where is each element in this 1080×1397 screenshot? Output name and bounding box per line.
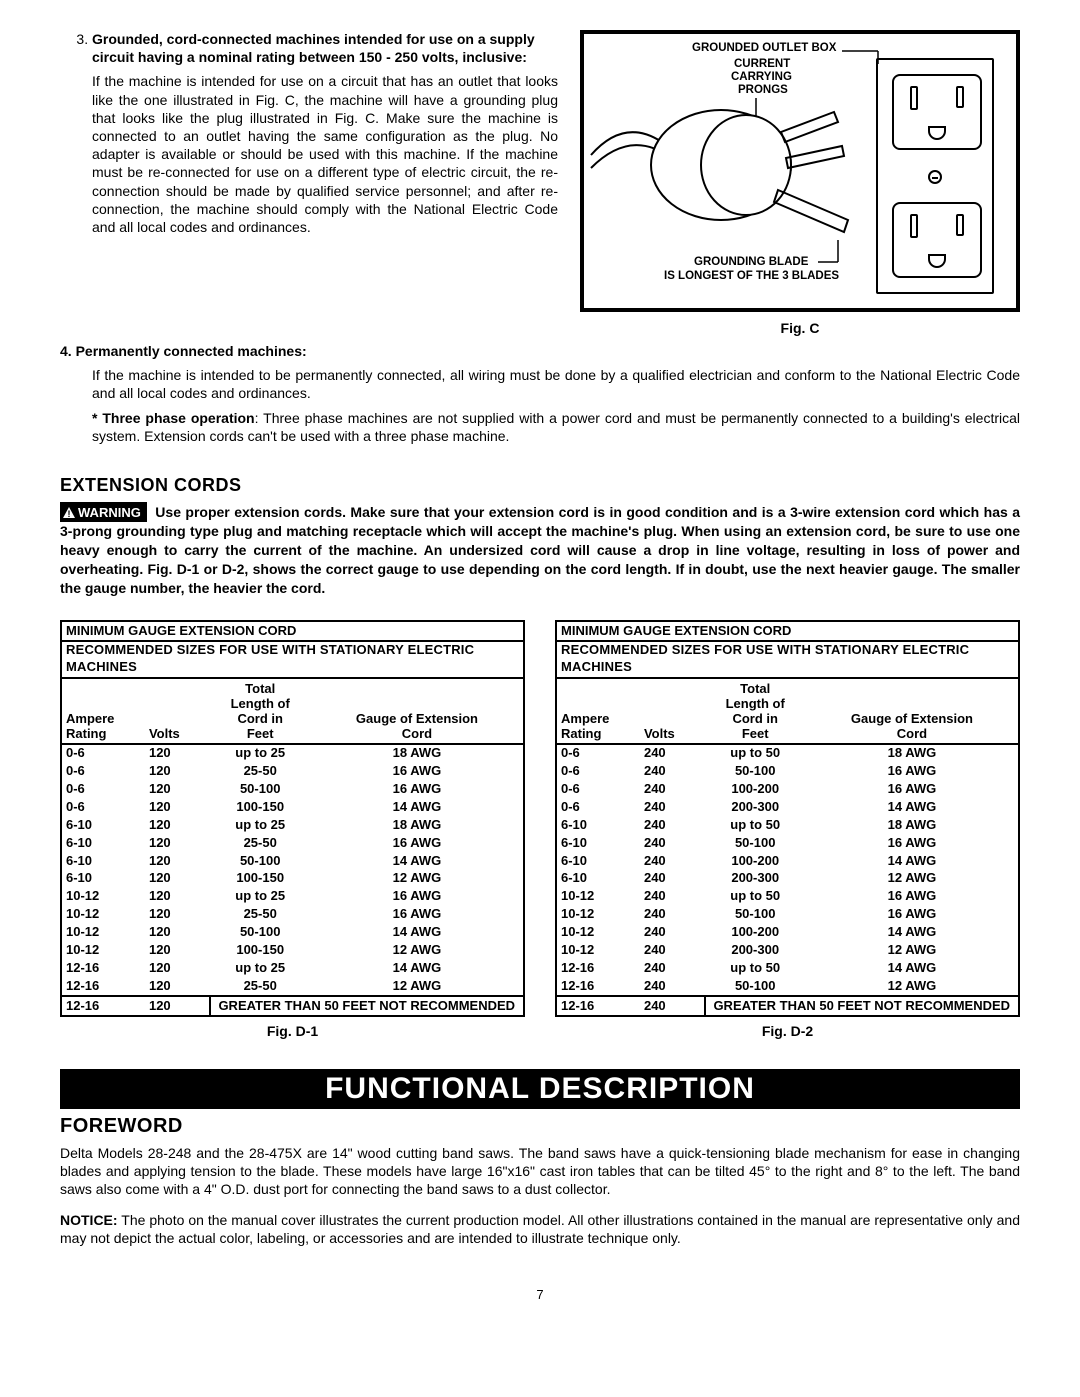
section-4-lead: Permanently connected machines: (76, 343, 307, 359)
table-row: 12-16120up to 2514 AWG (62, 959, 523, 977)
outlet-screw (928, 170, 942, 184)
warning-label: WARNING (78, 505, 141, 520)
functional-description-banner: FUNCTIONAL DESCRIPTION (60, 1069, 1020, 1109)
section-3-lead: Grounded, cord-connected machines intend… (92, 31, 535, 65)
section-4-p2: * Three phase operation: Three phase mac… (92, 409, 1020, 445)
section-3-body: If the machine is intended for use on a … (92, 72, 558, 236)
table-row: 6-10240up to 5018 AWG (557, 816, 1018, 834)
table-row: 0-6240200-30014 AWG (557, 798, 1018, 816)
foreword-notice-lead: NOTICE: (60, 1212, 118, 1228)
table-row: 0-624050-10016 AWG (557, 763, 1018, 781)
figure-c: GROUNDED OUTLET BOX CURRENT CARRYING PRO… (580, 30, 1020, 336)
figure-c-caption: Fig. C (580, 320, 1020, 336)
svg-text:!: ! (68, 509, 71, 518)
section-4-num: 4. (60, 343, 76, 359)
outlet-plate (876, 58, 994, 294)
table-row: 0-6240100-20016 AWG (557, 781, 1018, 799)
table-d1: MINIMUM GAUGE EXTENSION CORD RECOMMENDED… (62, 622, 523, 1015)
table-row: 6-10120up to 2518 AWG (62, 816, 523, 834)
fig-d1-caption: Fig. D-1 (60, 1023, 525, 1039)
outlet-bottom (892, 202, 982, 278)
table-row: 6-1012050-10014 AWG (62, 852, 523, 870)
plug-svg (586, 40, 886, 300)
table-row: 10-12240200-30012 AWG (557, 942, 1018, 960)
table-row: 6-10120100-15012 AWG (62, 870, 523, 888)
table-d2-title: MINIMUM GAUGE EXTENSION CORD (557, 622, 1018, 641)
table-d2-wrap: MINIMUM GAUGE EXTENSION CORD RECOMMENDED… (555, 620, 1020, 1039)
foreword-p2: NOTICE: The photo on the manual cover il… (60, 1211, 1020, 1247)
section-4-p2-lead: * Three phase operation (92, 410, 255, 426)
table-row-last: 12-16120GREATER THAN 50 FEET NOT RECOMME… (62, 996, 523, 1015)
table-row: 0-6120100-15014 AWG (62, 798, 523, 816)
table-row: 6-10240100-20014 AWG (557, 852, 1018, 870)
table-row: 10-1212025-5016 AWG (62, 906, 523, 924)
table-row: 10-12240up to 5016 AWG (557, 888, 1018, 906)
table-row: 10-1212050-10014 AWG (62, 924, 523, 942)
table-row: 6-1024050-10016 AWG (557, 834, 1018, 852)
table-row: 6-1012025-5016 AWG (62, 834, 523, 852)
table-d2: MINIMUM GAUGE EXTENSION CORD RECOMMENDED… (557, 622, 1018, 1015)
table-row: 0-612050-10016 AWG (62, 781, 523, 799)
table-d1-title: MINIMUM GAUGE EXTENSION CORD (62, 622, 523, 641)
foreword-p1: Delta Models 28-248 and the 28-475X are … (60, 1144, 1020, 1199)
outlet-top (892, 74, 982, 150)
top-row: Grounded, cord-connected machines intend… (60, 30, 1020, 336)
table-row: 6-10240200-30012 AWG (557, 870, 1018, 888)
table-row-last: 12-16240GREATER THAN 50 FEET NOT RECOMME… (557, 996, 1018, 1015)
foreword-title: FOREWORD (60, 1115, 1020, 1138)
warning-badge: ! WARNING (60, 502, 147, 523)
table-d2-head: AmpereRating Volts TotalLength ofCord in… (557, 678, 1018, 744)
table-row: 12-16240up to 5014 AWG (557, 959, 1018, 977)
section-3-item: Grounded, cord-connected machines intend… (92, 30, 558, 236)
table-row: 0-6240up to 5018 AWG (557, 744, 1018, 763)
warning-triangle-icon: ! (63, 507, 75, 518)
table-row: 12-1612025-5012 AWG (62, 977, 523, 996)
table-row: 10-12120up to 2516 AWG (62, 888, 523, 906)
section-4-p1: If the machine is intended to be permane… (92, 366, 1020, 402)
table-row: 10-12240100-20014 AWG (557, 924, 1018, 942)
foreword-notice-body: The photo on the manual cover illustrate… (60, 1212, 1020, 1246)
figure-c-box: GROUNDED OUTLET BOX CURRENT CARRYING PRO… (580, 30, 1020, 312)
table-row: 10-12120100-15012 AWG (62, 942, 523, 960)
tables-row: MINIMUM GAUGE EXTENSION CORD RECOMMENDED… (60, 620, 1020, 1039)
table-row: 10-1224050-10016 AWG (557, 906, 1018, 924)
section-4: 4. Permanently connected machines: If th… (60, 342, 1020, 445)
table-d1-wrap: MINIMUM GAUGE EXTENSION CORD RECOMMENDED… (60, 620, 525, 1039)
table-d1-head: AmpereRating Volts TotalLength ofCord in… (62, 678, 523, 744)
warning-body: Use proper extension cords. Make sure th… (60, 504, 1020, 596)
extension-cords-title: EXTENSION CORDS (60, 475, 1020, 496)
table-d2-sub: RECOMMENDED SIZES FOR USE WITH STATIONAR… (557, 641, 1018, 678)
table-row: 0-6120up to 2518 AWG (62, 744, 523, 763)
table-row: 12-1624050-10012 AWG (557, 977, 1018, 996)
section-3: Grounded, cord-connected machines intend… (60, 30, 558, 336)
page-number: 7 (60, 1287, 1020, 1302)
fig-d2-caption: Fig. D-2 (555, 1023, 1020, 1039)
extension-cords-warning: ! WARNING Use proper extension cords. Mak… (60, 502, 1020, 598)
manual-page: Grounded, cord-connected machines intend… (0, 0, 1080, 1332)
table-row: 0-612025-5016 AWG (62, 763, 523, 781)
table-d1-sub: RECOMMENDED SIZES FOR USE WITH STATIONAR… (62, 641, 523, 678)
